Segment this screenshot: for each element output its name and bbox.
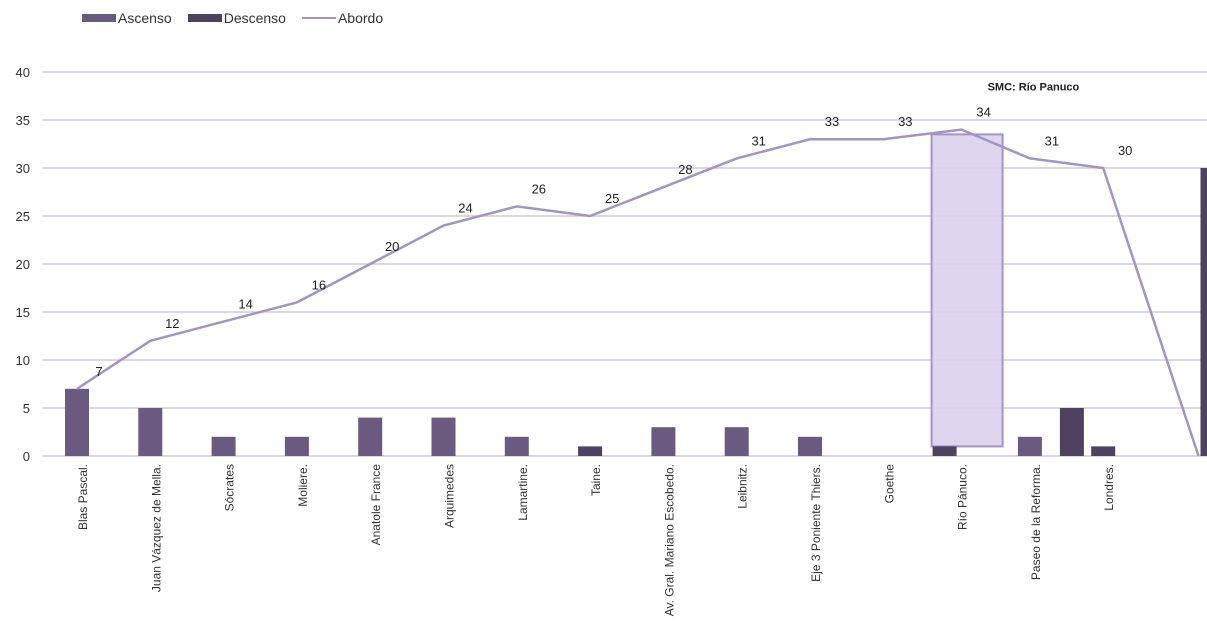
annotation: SMC: Río Panuco [930, 81, 1080, 448]
x-tick-label-juan-vazquez-de-mella: Juan Vázquez de Mella. [149, 464, 163, 592]
bar-ascenso-juan-vazquez-de-mella [138, 408, 163, 456]
bar-ascenso-lamartine [504, 436, 529, 456]
x-axis: Blas Pascal. Juan Vázquez de Mella. Sócrat… [76, 464, 1116, 617]
x-tick-label-goethe: Goethe [882, 464, 896, 504]
abordo-label-12: 34 [976, 105, 990, 120]
abordo-labels: 712141620242625283133333431300 [95, 105, 1132, 379]
abordo-polyline [76, 128, 1200, 457]
bar-descenso-paseo-de-la-reforma [1059, 408, 1084, 456]
y-tick-label-10: 10 [16, 353, 30, 368]
y-tick-label-15: 15 [16, 305, 30, 320]
bar-ascenso-moliere [284, 436, 309, 456]
legend-label-ascenso: Ascenso [118, 10, 172, 26]
bar-descenso-londres [1091, 446, 1116, 456]
bar-ascenso-anatole-france [358, 417, 383, 456]
x-tick-label-eje-3-poniente-thiers: Eje 3 Poniente Thiers. [809, 464, 823, 582]
abordo-label-1: 12 [165, 316, 179, 331]
x-tick-label-blas-pascal: Blas Pascal. [76, 464, 90, 530]
legend-swatch-descenso [187, 14, 222, 22]
bar-ascenso-paseo-de-la-reforma [1017, 436, 1042, 456]
abordo-label-4: 20 [385, 239, 399, 254]
legend-swatch-abordo [301, 17, 336, 19]
y-tick-label-25: 25 [16, 209, 30, 224]
legend-item-descenso: Descenso [187, 10, 286, 26]
x-tick-label-av-gral-mariano-escobedo: Av. Gral. Mariano Escobedo. [662, 464, 676, 616]
abordo-label-5: 24 [458, 201, 472, 216]
abordo-label-3: 16 [312, 277, 326, 292]
y-tick-label-30: 30 [16, 161, 30, 176]
bar-ascenso-leibnitz [724, 427, 749, 456]
legend-label-descenso: Descenso [223, 10, 286, 26]
abordo-label-9: 31 [751, 133, 765, 148]
x-tick-label-arquimedes: Arquimedes [443, 464, 457, 528]
legend-label-abordo: Abordo [337, 10, 384, 26]
abordo-label-8: 28 [678, 162, 692, 177]
y-tick-label-5: 5 [23, 401, 30, 416]
abordo-label-14: 30 [1118, 143, 1132, 158]
bar-ascenso-arquimedes [431, 417, 456, 456]
grid [43, 71, 1207, 457]
y-tick-label-0: 0 [23, 449, 30, 464]
legend-item-ascenso: Ascenso [82, 10, 172, 26]
x-tick-label-lamartine: Lamartine. [516, 464, 530, 521]
abordo-label-7: 25 [605, 191, 619, 206]
legend-swatch-ascenso [82, 14, 116, 22]
y-tick-label-40: 40 [16, 65, 30, 80]
abordo-label-10: 33 [825, 114, 839, 129]
x-tick-label-rio-panuco: Río Pánuco. [956, 464, 970, 530]
smc-annotation-label: SMC: Río Panuco [988, 81, 1080, 93]
x-tick-label-anatole-france: Anatole France [369, 464, 383, 546]
x-tick-label-socrates: Sócrates [223, 464, 237, 511]
bar-descenso-londres-y-av-chapultepec [1200, 168, 1207, 456]
abordo-label-6: 26 [532, 181, 546, 196]
bar-ascenso-socrates [211, 436, 236, 456]
y-axis: 0 5 10 15 20 25 30 35 40 [16, 65, 30, 464]
abordo-label-2: 14 [238, 297, 252, 312]
x-tick-label-paseo-de-la-reforma: Paseo de la Reforma. [1029, 464, 1043, 580]
bar-ascenso-eje-3-poniente-thiers [798, 436, 822, 456]
bar-descenso-rio-panuco [932, 446, 957, 456]
x-tick-label-londres: Londres. [1102, 464, 1116, 511]
abordo-line [76, 128, 1200, 457]
smc-highlight-box [930, 133, 1004, 448]
abordo-label-0: 7 [95, 364, 102, 379]
x-tick-label-leibnitz: Leibnitz. [736, 464, 750, 509]
abordo-label-13: 31 [1045, 133, 1059, 148]
x-tick-label-moliere: Moliere. [296, 464, 310, 507]
bar-ascenso-blas-pascal [65, 388, 89, 456]
abordo-label-11: 33 [898, 114, 912, 129]
legend-item-abordo: Abordo [301, 10, 384, 26]
legend: Ascenso Descenso Abordo [82, 10, 399, 26]
bar-ascenso-av-gral-mariano-escobedo [651, 427, 676, 456]
y-tick-label-20: 20 [16, 257, 30, 272]
y-tick-label-35: 35 [16, 113, 30, 128]
bar-descenso-taine [578, 446, 603, 456]
x-tick-label-taine: Taine. [589, 464, 603, 496]
bars [65, 168, 1207, 456]
